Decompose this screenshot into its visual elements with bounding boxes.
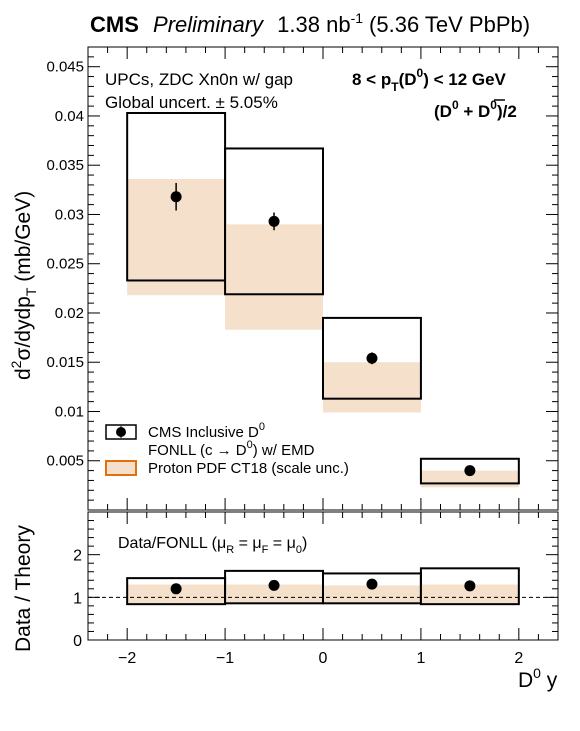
top-fonll-box (419, 457, 520, 485)
ratio-pdf-band (225, 584, 323, 603)
ratio-mu-0: μ (287, 535, 296, 552)
legend: CMS Inclusive D0 FONLL (c → D0) w/ EMD P… (105, 421, 349, 477)
status-label: Preliminary (153, 12, 265, 37)
ylabel-mid: σ/dydp (12, 296, 35, 360)
x-tick-label: 0 (319, 650, 328, 667)
particle-bar-sup: 0 (490, 98, 497, 112)
experiment-label: CMS (90, 12, 139, 37)
legend-data-sup: 0 (259, 421, 265, 433)
ylabel-unit: (mb/GeV) (12, 191, 35, 288)
ratio-data-point (366, 578, 378, 590)
top-fonll-box (224, 147, 324, 296)
x-tick-label: −1 (216, 650, 234, 667)
top-bands (126, 112, 520, 488)
ratio-eq2: = (268, 535, 286, 552)
legend-pdf-label: Proton PDF CT18 (scale unc.) (148, 460, 349, 477)
bottom-y-axis: 0 1 2 (73, 520, 558, 650)
lumi-value: 1.38 nb (277, 12, 350, 37)
top-y-tick-label: 0.005 (46, 453, 84, 470)
ylabel-sub: T (23, 287, 39, 296)
top-x-ticks (87, 47, 559, 510)
particle-close: )/2 (497, 102, 517, 121)
top-pdf-band (225, 224, 323, 330)
global-uncert-annotation: Global uncert. ± 5.05% (105, 93, 278, 112)
top-y-tick-label: 0.015 (46, 354, 84, 371)
top-y-tick-label: 0.04 (55, 108, 84, 125)
ratio-sub-0: 0 (296, 544, 302, 556)
pt-range-sub: T (391, 80, 399, 94)
top-data-point (464, 465, 476, 477)
ratio-sub-r: R (226, 544, 234, 556)
top-y-tick-label: 0.045 (46, 59, 84, 76)
legend-fonll-text-a: FONLL (c → D (148, 442, 247, 459)
pt-range-sup: 0 (417, 66, 424, 80)
ratio-data-point (464, 580, 476, 592)
top-y-tick-label: 0.02 (55, 305, 84, 322)
ratio-main: Data/FONLL ( (118, 535, 218, 552)
legend-fonll-label: FONLL (c → D0) w/ EMD (148, 439, 315, 459)
x-tick-label: 1 (416, 650, 425, 667)
ratio-mu-f: μ (252, 535, 261, 552)
xlabel-var: y (541, 669, 558, 692)
top-fonll-box (322, 316, 422, 400)
particle-open: (D (434, 102, 452, 121)
ratio-eq1: = (234, 535, 252, 552)
top-data-point (268, 215, 280, 227)
pt-range-prefix: 8 < p (352, 70, 391, 89)
lumi-exponent: -1 (351, 10, 364, 26)
ratio-data-point (268, 579, 280, 591)
top-pdf-band (323, 362, 421, 413)
top-y-axis-title: d2σ/dydpT (mb/GeV) (8, 191, 39, 380)
bottom-points (170, 578, 476, 595)
top-y-tick-label: 0.025 (46, 256, 84, 273)
bottom-x-axis: −2 −1 0 1 2 (87, 512, 559, 667)
xlabel-main: D (518, 669, 533, 692)
particle-plus: + (459, 102, 478, 121)
selection-annotation: UPCs, ZDC Xn0n w/ gap (105, 70, 293, 89)
legend-data-label: CMS Inclusive D0 (148, 421, 265, 441)
top-y-tick-label: 0.035 (46, 157, 84, 174)
ratio-pdf-band (323, 585, 421, 604)
ratio-sub-f: F (262, 544, 269, 556)
pt-range-suffix: ) < 12 GeV (423, 70, 506, 89)
top-y-tick-label: 0.01 (55, 403, 84, 420)
ylabel-sup: 2 (8, 360, 24, 368)
ratio-data-point (170, 583, 182, 595)
pt-range-annotation: 8 < pT(D0) < 12 GeV (352, 66, 507, 94)
xlabel-sup: 0 (533, 665, 541, 681)
bottom-y-axis-title: Data / Theory (12, 525, 35, 652)
bottom-y-tick-label: 0 (73, 633, 82, 650)
top-points (170, 182, 476, 477)
legend-pdf-swatch (105, 460, 137, 476)
ratio-pdf-band (420, 584, 519, 604)
ratio-panel: 012 −2 −1 0 1 2 Data/FONLL (μR = μF = μ0) (73, 511, 559, 667)
cross-section-panel: 0.005 0.01 0.015 0.02 0.025 0.03 0.035 0.04 0.04… (46, 46, 559, 511)
legend-data-text: CMS Inclusive D (148, 424, 259, 441)
ratio-fonll-box (419, 567, 520, 606)
top-data-point (170, 191, 182, 203)
top-data-point (366, 352, 378, 364)
lumi-energy: (5.36 TeV PbPb) (369, 12, 530, 37)
top-y-axis: 0.005 0.01 0.015 0.02 0.025 0.03 0.035 0.04 0.04… (46, 56, 558, 501)
x-tick-label: 2 (514, 650, 523, 667)
particle-annotation: (D0 + D0)/2 (434, 98, 517, 121)
x-axis-title: D0 y (518, 665, 558, 692)
legend-fonll-box (105, 424, 137, 440)
bottom-bands (126, 567, 520, 606)
top-y-tick-label: 0.03 (55, 206, 84, 223)
chart-header: CMS Preliminary 1.38 nb-1 (5.36 TeV PbPb) (90, 10, 530, 37)
pt-range-mid: (D (399, 70, 417, 89)
bottom-y-tick-label: 1 (73, 590, 82, 607)
ylabel-prefix: d (12, 368, 35, 380)
legend-fonll-text-b: ) w/ EMD (253, 442, 315, 459)
ratio-close: ) (302, 535, 307, 552)
particle-sup: 0 (452, 98, 459, 112)
ratio-annotation: Data/FONLL (μR = μF = μ0) (118, 535, 307, 556)
bottom-y-tick-label: 2 (73, 548, 82, 565)
legend-fonll-sup: 0 (247, 439, 253, 451)
x-tick-label: −2 (118, 650, 136, 667)
particle-bar: D (478, 102, 490, 121)
ratio-mu-r: μ (217, 535, 226, 552)
